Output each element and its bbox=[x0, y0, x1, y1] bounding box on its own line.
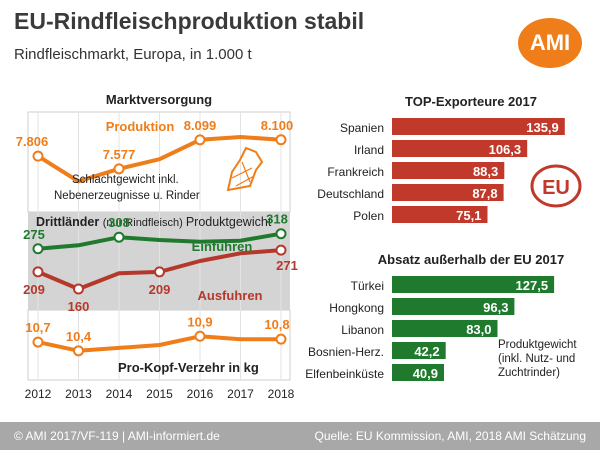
exporteure-category-label: Frankreich bbox=[327, 165, 384, 179]
exporteure-bar bbox=[392, 184, 504, 201]
absatz-bar-value: 40,9 bbox=[413, 366, 438, 381]
einfuhren-series-label: Einfuhren bbox=[192, 239, 253, 254]
absatz-bar bbox=[392, 320, 498, 337]
x-tick-label: 2012 bbox=[25, 387, 52, 401]
absatz-note-line: Produktgewicht bbox=[498, 339, 577, 351]
drittlaender-suffix: Produktgewicht bbox=[186, 215, 272, 229]
page-subtitle: Rindfleischmarkt, Europa, in 1.000 t bbox=[14, 46, 252, 63]
einfuhren-point bbox=[32, 243, 44, 255]
ausfuhren-series-label: Ausfuhren bbox=[198, 288, 263, 303]
absatz-category-label: Hongkong bbox=[329, 301, 384, 315]
panel-title-marktversorgung: Marktversorgung bbox=[106, 92, 212, 107]
ausfuhren-point bbox=[32, 266, 44, 278]
exporteure-bar bbox=[392, 140, 528, 157]
absatz-note-line: Zuchtrinder) bbox=[498, 367, 560, 379]
x-tick-label: 2015 bbox=[146, 387, 173, 401]
verzehr-value-label: 10,9 bbox=[187, 314, 212, 329]
verzehr-point bbox=[194, 330, 206, 342]
produktion-value-label: 8.099 bbox=[184, 118, 217, 133]
absatz-category-label: Türkei bbox=[351, 279, 384, 293]
absatz-note-line: (inkl. Nutz- und bbox=[498, 353, 575, 365]
exporteure-bar bbox=[392, 162, 505, 179]
einfuhren-line bbox=[37, 231, 282, 251]
panel-title-verzehr: Pro-Kopf-Verzehr in kg bbox=[118, 360, 259, 375]
panel-title-drittlaender: Drittländer (nur Rindfleisch) Produktgew… bbox=[36, 215, 272, 229]
charts-canvas: Marktversorgung Drittländer (nur Rindflei… bbox=[16, 92, 582, 401]
x-tick-label: 2014 bbox=[106, 387, 133, 401]
verzehr-point bbox=[73, 345, 84, 357]
absatz-bar bbox=[392, 298, 515, 315]
einfuhren-value-label: 318 bbox=[266, 212, 288, 227]
verzehr-value-label: 10,4 bbox=[66, 329, 92, 344]
ausfuhren-point bbox=[154, 266, 165, 278]
exporteure-bar bbox=[392, 206, 488, 223]
absatz-bar-value: 127,5 bbox=[516, 278, 549, 293]
cattle-head-icon-detail bbox=[231, 161, 255, 187]
absatz-title: Absatz außerhalb der EU 2017 bbox=[378, 252, 564, 267]
verzehr-value-label: 10,8 bbox=[264, 317, 289, 332]
ausfuhren-point bbox=[73, 283, 84, 295]
exporteure-bar-value: 88,3 bbox=[473, 164, 498, 179]
absatz-category-label: Libanon bbox=[341, 323, 384, 337]
drittlaender-note: (nur Rindfleisch) bbox=[103, 217, 186, 229]
absatz-bar-value: 83,0 bbox=[466, 322, 491, 337]
absatz-category-label: Elfenbeinküste bbox=[305, 367, 384, 381]
produktion-point bbox=[32, 150, 44, 162]
absatz-bar bbox=[392, 364, 444, 381]
produktion-value-label: 7.806 bbox=[16, 134, 49, 149]
absatz-bar bbox=[392, 276, 555, 293]
produktion-value-label: 7.577 bbox=[103, 147, 136, 162]
x-tick-label: 2017 bbox=[227, 387, 254, 401]
exporteure-category-label: Spanien bbox=[340, 121, 384, 135]
produktion-point bbox=[275, 134, 287, 146]
exporteure-bar bbox=[392, 118, 565, 135]
ausfuhren-point bbox=[275, 244, 287, 256]
absatz-category-label: Bosnien-Herz. bbox=[308, 345, 384, 359]
cattle-head-icon bbox=[226, 146, 264, 192]
exporteure-bar-value: 75,1 bbox=[456, 208, 481, 223]
page-title: EU-Rindfleischproduktion stabil bbox=[14, 8, 365, 34]
ausfuhren-value-label: 271 bbox=[276, 258, 298, 273]
exporteure-bar-value: 106,3 bbox=[489, 142, 522, 157]
exporteure-category-label: Deutschland bbox=[317, 187, 384, 201]
ausfuhren-value-label: 209 bbox=[149, 282, 171, 297]
eu-badge-text: EU bbox=[542, 177, 570, 199]
exporteure-bar-value: 135,9 bbox=[526, 120, 559, 135]
einfuhren-value-label: 275 bbox=[23, 227, 45, 242]
produktion-line bbox=[36, 135, 282, 184]
x-tick-label: 2013 bbox=[65, 387, 92, 401]
eu-badge-ring bbox=[530, 164, 582, 208]
ausfuhren-value-label: 160 bbox=[68, 299, 90, 314]
verzehr-value-label: 10,7 bbox=[25, 320, 50, 335]
exporteure-category-label: Polen bbox=[353, 209, 384, 223]
produktion-point bbox=[113, 163, 125, 175]
verzehr-point bbox=[32, 336, 44, 348]
annotation-line-2: Nebenerzeugnisse u. Rinder bbox=[54, 190, 200, 202]
produktion-value-label: 8.100 bbox=[261, 118, 294, 133]
einfuhren-point bbox=[113, 231, 125, 243]
absatz-bar-value: 96,3 bbox=[483, 300, 508, 315]
produktion-series-label: Produktion bbox=[106, 119, 175, 134]
x-tick-label: 2018 bbox=[268, 387, 295, 401]
footer-source: Quelle: EU Kommission, AMI, 2018 AMI Sch… bbox=[314, 429, 586, 443]
exporteure-bar-value: 87,8 bbox=[472, 186, 497, 201]
einfuhren-value-label: 308 bbox=[108, 215, 130, 230]
annotation-line-1: Schlachtgewicht inkl. bbox=[72, 174, 179, 186]
absatz-bar-value: 42,2 bbox=[414, 344, 439, 359]
ausfuhren-value-label: 209 bbox=[23, 282, 45, 297]
produktion-point bbox=[194, 134, 206, 146]
ami-logo: AMI bbox=[518, 18, 582, 68]
absatz-bar bbox=[392, 342, 446, 359]
verzehr-point bbox=[275, 333, 287, 345]
footer-copyright: © AMI 2017/VF-119 | AMI-informiert.de bbox=[14, 429, 220, 443]
einfuhren-point bbox=[275, 228, 287, 240]
x-tick-label: 2016 bbox=[187, 387, 214, 401]
exporteure-category-label: Irland bbox=[354, 143, 384, 157]
exporteure-title: TOP-Exporteure 2017 bbox=[405, 94, 537, 109]
drittlaender-title: Drittländer bbox=[36, 215, 103, 229]
footer: © AMI 2017/VF-119 | AMI-informiert.de Qu… bbox=[0, 422, 600, 450]
